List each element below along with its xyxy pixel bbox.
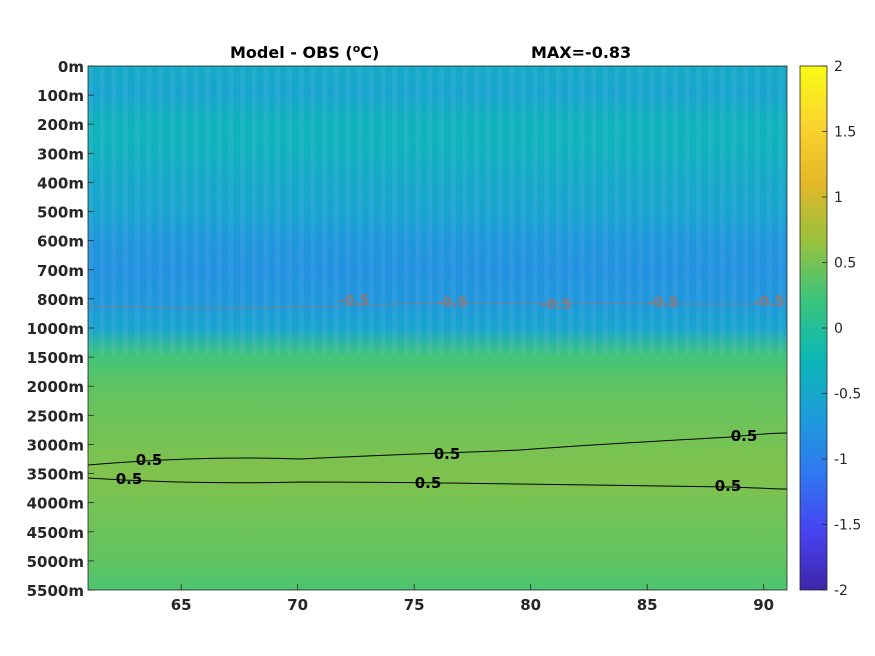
y-tick-label: 3500m <box>27 466 84 484</box>
x-tick-label: 70 <box>287 596 308 614</box>
y-tick-label: 200m <box>37 116 84 134</box>
colorbar: 2 1.5 1 0.5 0 -0.5 -1 -1.5 -2 <box>799 59 861 599</box>
y-tick-label: 100m <box>37 87 84 105</box>
contour-line-negative-0.5 <box>88 301 787 309</box>
y-tick-label: 4000m <box>27 495 84 513</box>
x-tick-label: 65 <box>171 596 192 614</box>
colorbar-tick-label: -1.5 <box>834 518 861 534</box>
x-tick-label: 75 <box>404 596 425 614</box>
y-tick-label: 2000m <box>27 378 84 396</box>
y-tick-label: 1500m <box>27 349 84 367</box>
y-tick-label: 600m <box>37 233 84 251</box>
y-tick-label: 3000m <box>27 436 84 454</box>
colorbar-tick-label: 2 <box>834 59 843 75</box>
contour-label: 0.5 <box>116 470 143 488</box>
colorbar-tick-label: -0.5 <box>834 387 861 403</box>
colorbar-tick-label: 1.5 <box>834 125 856 141</box>
x-tick-label: 80 <box>520 596 541 614</box>
chart-title-group: Model - OBS (oC) MAX=-0.83 <box>230 42 631 62</box>
y-tick-label: 2500m <box>27 407 84 425</box>
contour-label: 0.5 <box>136 451 163 469</box>
contour-label: 0.5 <box>434 445 461 463</box>
colorbar-tick-label: 0.5 <box>834 256 856 272</box>
y-tick-label: 300m <box>37 145 84 163</box>
contour-line-lower-0.5 <box>88 477 787 490</box>
contour-label-negative: -0.5 <box>437 295 468 311</box>
x-tick-label: 90 <box>753 596 774 614</box>
y-tick-label: 5000m <box>27 553 84 571</box>
y-tick-label: 4500m <box>27 524 84 542</box>
y-tick-label: 700m <box>37 262 84 280</box>
y-tick-label: 400m <box>37 174 84 192</box>
contour-label: 0.5 <box>415 474 442 492</box>
title-superscript: o <box>353 42 361 55</box>
contour-label-negative: -0.5 <box>754 294 785 310</box>
heatmap-texture <box>88 66 787 355</box>
contour-line-upper-0.5 <box>88 432 787 466</box>
contour-label: 0.5 <box>731 427 758 445</box>
colorbar-tick-label: -2 <box>834 583 848 599</box>
y-tick-label: 500m <box>37 204 84 222</box>
chart-title: Model - OBS (oC) <box>230 42 379 62</box>
contour-label-negative: -0.5 <box>339 293 370 309</box>
colorbar-tick-label: 1 <box>834 190 843 206</box>
contour-label-negative: -0.5 <box>648 295 679 311</box>
x-tick-label: 85 <box>637 596 658 614</box>
y-tick-label: 1000m <box>27 320 84 338</box>
contour-label: 0.5 <box>715 477 742 495</box>
y-axis-ticks: 0m 100m 200m 300m 400m 500m 600m 700m 800m 1000m 1… <box>27 58 94 600</box>
max-annotation: MAX=-0.83 <box>531 43 631 62</box>
heatmap-plot: 0.5 0.50.50.5 0.5 0.5-0.5 -0.5 -0.5 -0.5 -0.5 <box>87 65 788 591</box>
x-axis-ticks: 65 70 75 80 85 90 <box>171 584 774 614</box>
y-tick-label: 0m <box>58 58 84 76</box>
colorbar-tick-label: 0 <box>834 321 843 337</box>
contour-label-negative: -0.5 <box>541 297 572 313</box>
y-tick-label: 800m <box>37 291 84 309</box>
y-tick-label: 5500m <box>27 582 84 600</box>
colorbar-tick-label: -1 <box>834 452 848 468</box>
